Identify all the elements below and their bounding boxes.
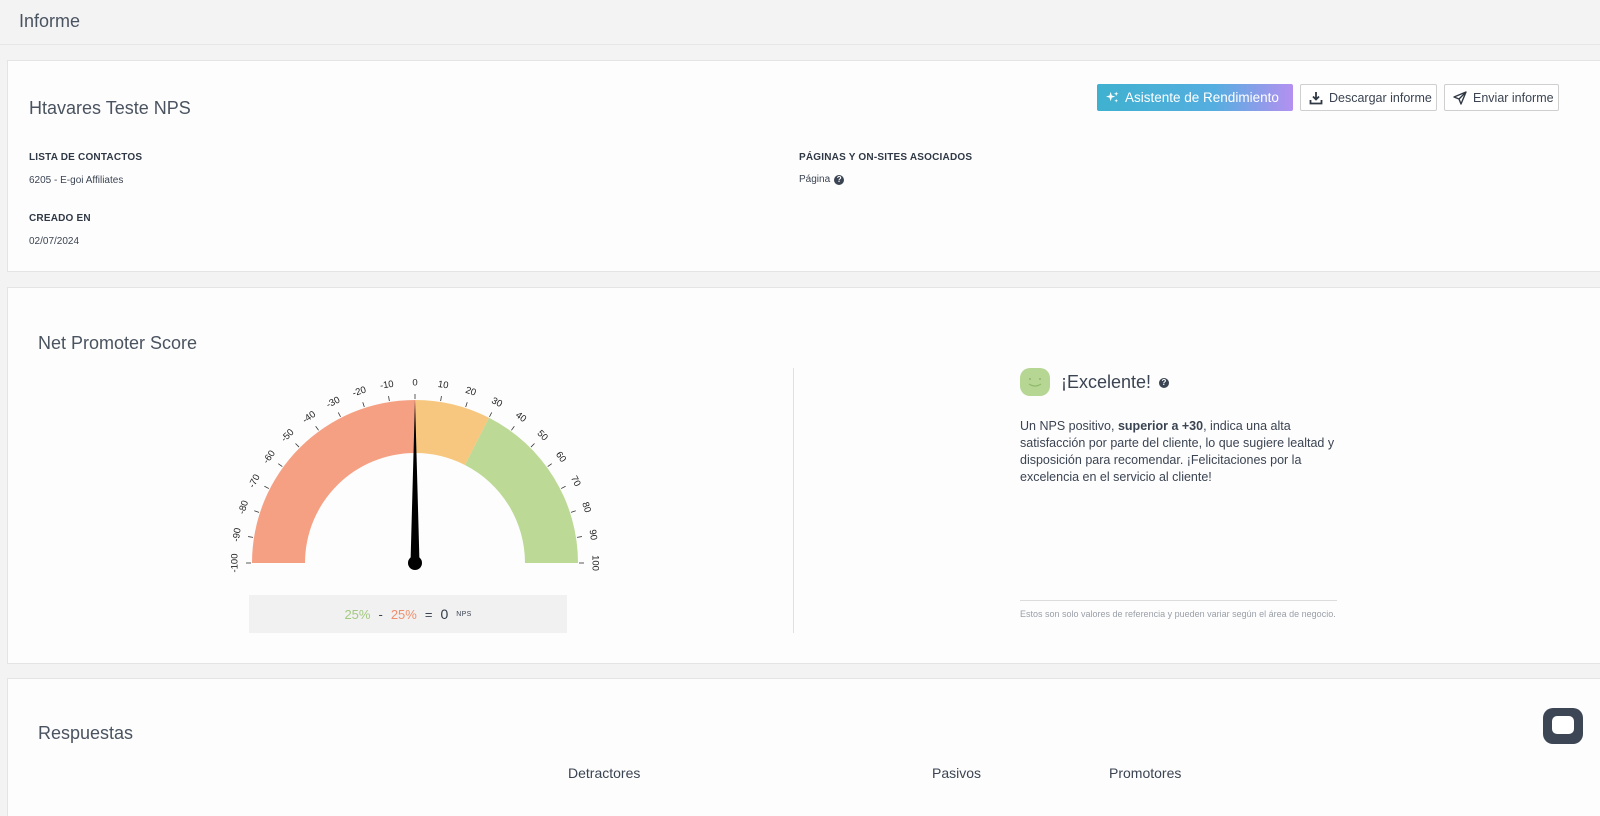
gauge-tick-label: 30 (490, 395, 504, 410)
gauge-tick-label: -10 (379, 379, 394, 392)
contacts-label: LISTA DE CONTACTOS (29, 152, 143, 163)
gauge-needle-hub (408, 556, 422, 570)
send-report-button[interactable]: Enviar informe (1444, 84, 1559, 111)
equals-sign: = (424, 606, 433, 622)
gauge-tick-label: -50 (279, 427, 296, 444)
gauge-tick-label: 10 (437, 379, 449, 392)
gauge-tick (570, 510, 576, 513)
gauge-tick (264, 485, 270, 489)
nps-description-post: , indica una alta satisfacción por parte… (1020, 419, 1335, 484)
help-icon[interactable]: ? (834, 174, 845, 185)
detractors-percent: 25% (390, 606, 417, 622)
promoters-percent: 25% (344, 606, 371, 622)
gauge-tick-label: -90 (231, 527, 244, 542)
performance-assistant-label: Asistente de Rendimiento (1125, 90, 1279, 105)
nps-card: Net Promoter Score -100 -90 -80 -70 -60 -50 -4… (7, 287, 1600, 664)
column-detractors: Detractores (568, 765, 641, 781)
created-label: CREADO EN (29, 213, 91, 224)
reference-note: Estos son solo valores de referencia y p… (1020, 609, 1336, 619)
gauge-tick (388, 396, 390, 402)
created-value: 02/07/2024 (29, 236, 79, 247)
gauge-needle (410, 399, 420, 563)
survey-title: Htavares Teste NPS (29, 98, 191, 118)
nps-verdict: ¡Excelente! (1061, 372, 1152, 392)
nps-gauge: -100-90-80-70-60-50-40-30-20 -10 0 10 203040… (230, 378, 601, 573)
gauge-tick-label: -30 (325, 395, 342, 411)
smiley-face-icon (1020, 368, 1050, 396)
nps-section-title: Net Promoter Score (38, 333, 198, 353)
responses-card: Respuestas Detractores Pasivos Promotore… (7, 678, 1600, 816)
gauge-tick-label: 50 (535, 428, 550, 443)
pages-label: PÁGINAS Y ON-SITES ASOCIADOS (799, 152, 973, 163)
gauge-tick (248, 536, 254, 538)
contacts-value-text: 6205 - E-goi Affiliates (29, 175, 124, 186)
gauge-tick-label: -20 (351, 384, 367, 399)
responses-section-title: Respuestas (38, 723, 134, 743)
performance-assistant-button[interactable]: Asistente de Rendimiento (1097, 84, 1293, 111)
download-report-button[interactable]: Descargar informe (1300, 84, 1437, 111)
nps-unit-label: NPS (456, 610, 472, 618)
download-report-label: Descargar informe (1329, 90, 1432, 105)
gauge-tick (465, 402, 468, 408)
gauge-tick-label: -60 (261, 448, 278, 466)
gauge-tick (254, 510, 260, 513)
minus-sign: - (378, 606, 383, 622)
gauge-tick-label: -100 (230, 553, 241, 572)
column-promoters: Promotores (1109, 765, 1182, 781)
gauge-tick-label: 0 (412, 378, 417, 389)
gauge-tick-label: 40 (513, 410, 528, 425)
gauge-tick (440, 396, 442, 402)
gauge-tick (362, 402, 365, 408)
pages-value-text: Página (799, 174, 831, 185)
gauge-tick-label: -70 (247, 473, 263, 490)
gauge-zone-0 (252, 400, 415, 563)
verdict-help-icon[interactable]: ? (1159, 378, 1169, 388)
sparkles-icon (1106, 91, 1119, 103)
gauge-tick-label: 100 (589, 555, 600, 571)
gauge-tick (489, 412, 493, 418)
vertical-divider (793, 368, 794, 633)
gauge-zone-2 (464, 417, 578, 563)
gauge-tick (337, 412, 341, 418)
created-value-text: 02/07/2024 (29, 236, 80, 247)
gauge-tick-label: 90 (587, 529, 600, 541)
paper-plane-icon (1453, 90, 1467, 105)
gauge-tick (530, 443, 535, 448)
gauge-tick-label: 20 (464, 385, 477, 399)
gauge-tick (547, 463, 552, 467)
column-passives: Pasivos (932, 765, 982, 781)
gauge-tick (560, 485, 566, 489)
gauge-tick-label: 60 (553, 450, 568, 465)
nps-description: Un NPS positivo, superior a +30, indica … (1020, 418, 1340, 486)
gauge-tick (315, 426, 319, 431)
gauge-tick-label: -80 (236, 499, 251, 515)
gauge-tick (576, 536, 582, 538)
chat-widget-icon[interactable] (1543, 708, 1583, 744)
gauge-tick (278, 463, 283, 467)
contacts-value: 6205 - E-goi Affiliates (29, 175, 123, 186)
gauge-tick (295, 443, 300, 448)
page-title: Informe (19, 11, 81, 31)
nps-formula: 25% - 25% = 0 NPS (249, 595, 567, 633)
reference-divider (1020, 600, 1337, 601)
gauge-zone-1 (415, 400, 490, 465)
gauge-tick-label: -40 (300, 409, 318, 426)
gauge-tick-label: 80 (579, 501, 593, 514)
pages-value: Página ? (799, 174, 845, 185)
nps-description-bold: superior a +30 (1117, 419, 1204, 433)
send-report-label: Enviar informe (1473, 90, 1554, 105)
gauge-tick-label: 70 (568, 474, 583, 488)
download-icon (1309, 91, 1323, 104)
survey-info-card: Htavares Teste NPS Asistente de Rendimie… (7, 60, 1600, 272)
top-bar: Informe (0, 0, 1600, 45)
nps-value: 0 (440, 606, 449, 622)
nps-description-pre: Un NPS positivo, (1020, 419, 1118, 433)
gauge-tick (511, 426, 515, 431)
